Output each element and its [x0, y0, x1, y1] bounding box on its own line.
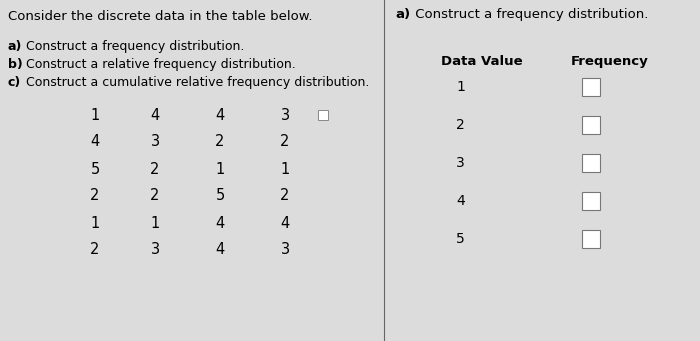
Text: 2: 2	[456, 118, 465, 132]
Text: 1: 1	[150, 216, 160, 231]
Text: Construct a frequency distribution.: Construct a frequency distribution.	[411, 8, 648, 21]
Text: 4: 4	[281, 216, 290, 231]
Text: 2: 2	[90, 189, 99, 204]
Text: 2: 2	[90, 242, 99, 257]
Text: 3: 3	[281, 242, 290, 257]
Bar	[582, 192, 600, 210]
Text: 4: 4	[456, 194, 465, 208]
Text: 4: 4	[90, 134, 99, 149]
Text: 1: 1	[216, 162, 225, 177]
Text: 1: 1	[90, 107, 99, 122]
Text: 3: 3	[281, 107, 290, 122]
Text: 2: 2	[216, 134, 225, 149]
Text: 3: 3	[150, 134, 160, 149]
Text: 5: 5	[216, 189, 225, 204]
Text: 2: 2	[280, 189, 290, 204]
Bar	[582, 230, 600, 248]
Bar	[318, 110, 328, 120]
Text: 5: 5	[90, 162, 99, 177]
Text: c): c)	[8, 76, 21, 89]
Bar	[582, 154, 600, 172]
Text: a): a)	[8, 40, 22, 53]
Text: 5: 5	[456, 232, 465, 246]
Text: Construct a frequency distribution.: Construct a frequency distribution.	[22, 40, 244, 53]
Bar	[582, 78, 600, 96]
Bar	[582, 116, 600, 134]
Text: 2: 2	[150, 162, 160, 177]
Text: 3: 3	[150, 242, 160, 257]
Text: 1: 1	[456, 80, 465, 94]
Text: a): a)	[395, 8, 411, 21]
Text: 4: 4	[150, 107, 160, 122]
Text: Frequency: Frequency	[570, 55, 648, 68]
Text: Consider the discrete data in the table below.: Consider the discrete data in the table …	[8, 10, 312, 23]
Text: 1: 1	[90, 216, 99, 231]
Text: 4: 4	[216, 216, 225, 231]
Text: 3: 3	[456, 156, 465, 170]
Text: 2: 2	[150, 189, 160, 204]
Text: b): b)	[8, 58, 22, 71]
Text: Construct a relative frequency distribution.: Construct a relative frequency distribut…	[22, 58, 295, 71]
Text: 1: 1	[281, 162, 290, 177]
Text: Data Value: Data Value	[440, 55, 522, 68]
Text: 2: 2	[280, 134, 290, 149]
Text: 4: 4	[216, 242, 225, 257]
Text: 4: 4	[216, 107, 225, 122]
Text: Construct a cumulative relative frequency distribution.: Construct a cumulative relative frequenc…	[22, 76, 370, 89]
